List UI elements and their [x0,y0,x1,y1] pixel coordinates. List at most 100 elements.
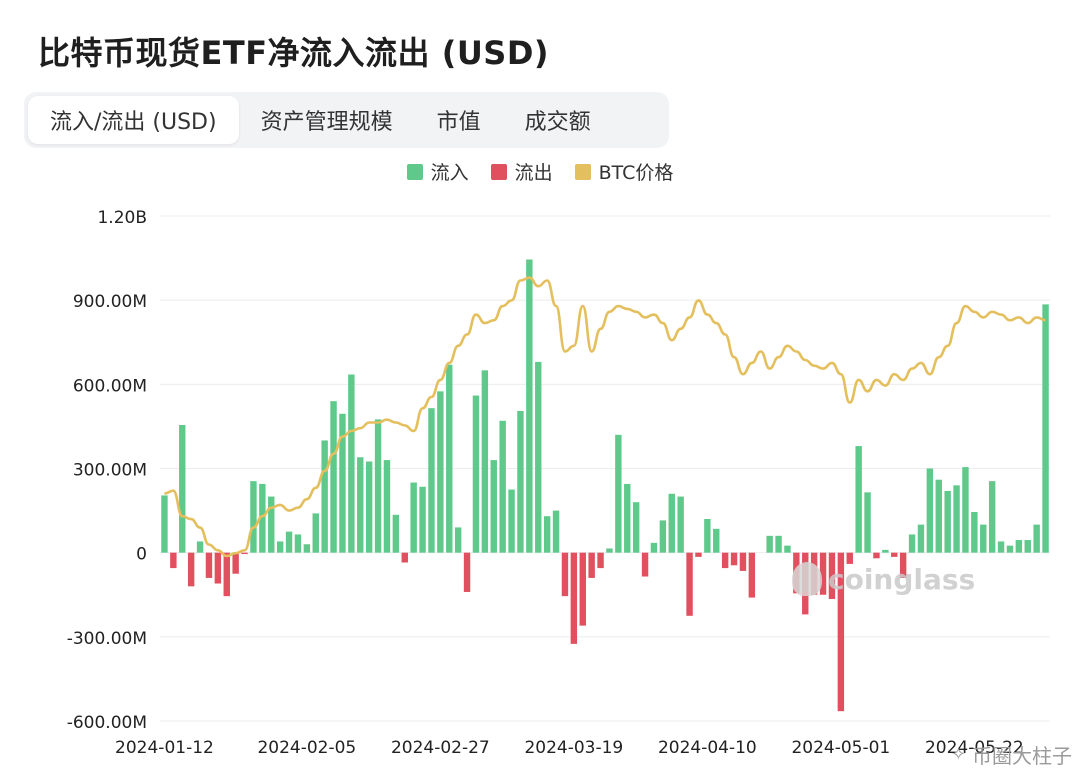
tab-inflow-outflow[interactable]: 流入/流出 (USD) [28,96,239,144]
inflow-bar[interactable] [784,545,791,553]
inflow-bar[interactable] [864,492,871,553]
outflow-bar[interactable] [899,552,907,578]
inflow-bar[interactable] [917,524,925,553]
inflow-bar[interactable] [632,502,640,553]
inflow-bar[interactable] [988,481,996,553]
inflow-bar[interactable] [766,535,773,553]
outflow-bar[interactable] [187,552,195,587]
outflow-bar[interactable] [837,552,845,712]
outflow-bar[interactable] [561,552,569,597]
tab-aum[interactable]: 资产管理规模 [260,110,393,135]
inflow-bar[interactable] [437,391,444,553]
outflow-bar[interactable] [730,552,738,566]
inflow-bar[interactable] [303,544,311,553]
outflow-bar[interactable] [588,552,595,578]
outflow-bar[interactable] [241,552,248,555]
outflow-bar[interactable] [641,552,649,577]
inflow-bar[interactable] [196,541,204,553]
inflow-bar[interactable] [1033,524,1040,553]
outflow-bar[interactable] [205,552,213,578]
inflow-bar[interactable] [374,419,382,553]
outflow-bar[interactable] [873,552,880,559]
inflow-bar[interactable] [935,479,942,553]
inflow-bar[interactable] [677,496,684,553]
inflow-bar[interactable] [250,481,257,553]
inflow-bar[interactable] [490,460,497,553]
outflow-bar[interactable] [232,552,239,574]
inflow-bar[interactable] [1024,540,1031,553]
outflow-bar[interactable] [579,552,586,626]
btc-price-line[interactable] [164,276,1046,558]
inflow-bar[interactable] [882,549,889,553]
inflow-bar[interactable] [650,542,658,553]
inflow-bar[interactable] [312,513,319,553]
outflow-bar[interactable] [170,552,177,569]
outflow-bar[interactable] [828,552,836,599]
inflow-bar[interactable] [944,490,951,553]
inflow-bar[interactable] [713,528,720,553]
inflow-bar[interactable] [419,486,426,553]
inflow-bar[interactable] [481,370,489,553]
inflow-bar[interactable] [606,548,613,553]
outflow-bar[interactable] [819,552,827,595]
inflow-bar[interactable] [997,541,1005,553]
inflow-bar[interactable] [1042,304,1049,553]
inflow-bar[interactable] [392,514,400,553]
legend-item-inflow[interactable]: 流入 [406,158,469,185]
inflow-bar[interactable] [971,511,978,553]
tab-market-cap[interactable]: 市值 [436,110,481,135]
inflow-bar[interactable] [908,534,916,553]
inflow-bar[interactable] [285,531,293,553]
inflow-bar[interactable] [472,395,480,553]
inflow-bar[interactable] [179,425,186,553]
inflow-bar[interactable] [321,440,328,553]
inflow-bar[interactable] [268,496,275,553]
inflow-bar[interactable] [659,520,667,553]
inflow-bar[interactable] [526,259,533,553]
inflow-bar[interactable] [446,364,453,553]
outflow-bar[interactable] [570,552,578,644]
inflow-bar[interactable] [1015,540,1023,553]
legend-item-btc-price[interactable]: BTC价格 [574,158,673,185]
outflow-bar[interactable] [686,552,693,616]
tab-volume[interactable]: 成交额 [524,110,591,135]
inflow-bar[interactable] [365,461,373,553]
inflow-bar[interactable] [499,420,506,553]
outflow-bar[interactable] [597,552,604,569]
inflow-bar[interactable] [552,510,560,553]
inflow-bar[interactable] [339,413,346,553]
outflow-bar[interactable] [739,552,747,571]
inflow-bar[interactable] [161,495,168,553]
legend-item-outflow[interactable]: 流出 [490,158,553,185]
inflow-bar[interactable] [953,485,960,553]
inflow-bar[interactable] [535,361,542,553]
inflow-bar[interactable] [383,460,391,553]
inflow-bar[interactable] [775,535,782,553]
inflow-bar[interactable] [543,516,551,553]
outflow-bar[interactable] [721,552,729,569]
inflow-bar[interactable] [704,519,711,553]
inflow-bar[interactable] [454,527,462,553]
outflow-bar[interactable] [401,552,408,563]
inflow-bar[interactable] [615,434,622,553]
inflow-bar[interactable] [855,446,862,553]
inflow-bar[interactable] [259,483,266,553]
outflow-bar[interactable] [846,552,853,564]
inflow-bar[interactable] [962,467,969,553]
outflow-bar[interactable] [214,552,222,584]
inflow-bar[interactable] [508,489,515,553]
inflow-bar[interactable] [517,410,524,553]
inflow-bar[interactable] [624,483,631,553]
inflow-bar[interactable] [980,524,987,553]
inflow-bar[interactable] [926,468,934,553]
outflow-bar[interactable] [463,552,471,592]
outflow-bar[interactable] [748,552,756,598]
inflow-bar[interactable] [276,541,284,553]
inflow-bar[interactable] [410,482,417,553]
inflow-bar[interactable] [330,401,337,553]
inflow-bar[interactable] [294,534,302,553]
outflow-bar[interactable] [223,552,230,597]
inflow-bar[interactable] [1006,545,1014,553]
outflow-bar[interactable] [695,552,702,557]
outflow-bar[interactable] [891,552,898,557]
